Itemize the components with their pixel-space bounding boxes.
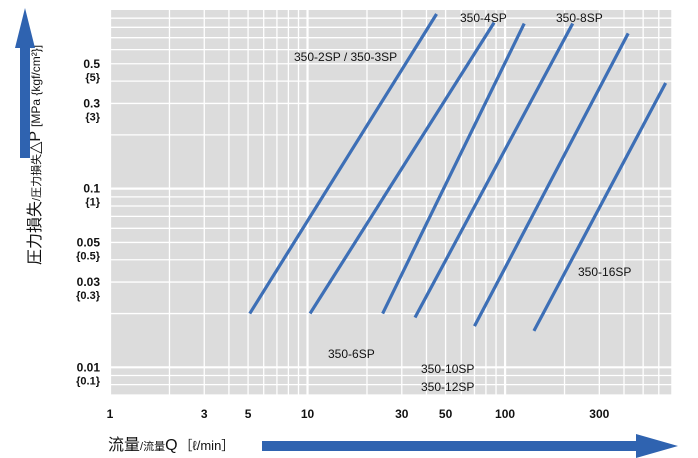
series-line-3: [413, 22, 575, 319]
x-tick-label: 5: [245, 407, 252, 421]
y-tick-sublabel: {0.3}: [76, 290, 101, 302]
series-line-1: [308, 21, 496, 315]
svg-text:圧力損失/圧力損失△P[MPa {kgf/cm²}]: 圧力損失/圧力損失△P [MPa {kgf/cm²}]: [26, 45, 44, 265]
x-tick-label: 3: [201, 407, 208, 421]
y-tick-label: 0.05: [77, 235, 101, 249]
x-tick-label: 300: [589, 407, 609, 421]
series-label-350-10sp-12sp: 350-10SP 350-12SP: [421, 362, 474, 394]
y-tick-label: 0.03: [77, 275, 101, 289]
x-tick-label: 1: [107, 407, 114, 421]
y-axis-title: 圧力損失/圧力損失△P [MPa {kgf/cm²}]: [26, 45, 44, 265]
plot-area: [110, 10, 672, 395]
series-line-0: [248, 13, 438, 315]
y-axis-arrow: [15, 8, 35, 158]
y-tick-label: 0.5: [83, 57, 100, 71]
x-axis-title-unit: ［ℓ/min］: [180, 438, 235, 453]
grid-lines: [108, 10, 673, 396]
y-tick-sublabel: {1}: [85, 197, 100, 209]
series-line-2: [381, 22, 526, 315]
series-label-350-8sp: 350-8SP: [556, 11, 603, 25]
y-tick-sublabel: {0.5}: [76, 250, 101, 262]
y-tick-sublabel: {5}: [85, 72, 100, 84]
y-axis-title-symbol: △P: [27, 131, 44, 154]
y-axis-title-unit: [MPa {kgf/cm²}]: [29, 45, 43, 127]
x-axis-title-symbol: Q: [165, 437, 177, 454]
y-tick-label: 0.01: [77, 360, 101, 374]
y-tick-label: 0.3: [83, 96, 100, 110]
series-line-4: [473, 32, 630, 327]
y-axis-title-sub: /圧力損失: [29, 154, 43, 201]
series-label-350-4sp: 350-4SP: [460, 11, 507, 25]
y-axis-title-main: 圧力損失: [26, 201, 44, 265]
series-label-350-16sp: 350-16SP: [578, 265, 631, 279]
series-line-5: [532, 82, 668, 332]
series-label-350-2sp-3sp: 350-2SP / 350-3SP: [294, 50, 397, 64]
series-label-350-6sp: 350-6SP: [328, 347, 375, 361]
x-axis-arrow: [262, 434, 678, 458]
x-axis-title-main: 流量: [108, 436, 140, 454]
x-tick-label: 30: [395, 407, 409, 421]
y-tick-sublabel: {0.1}: [76, 375, 101, 387]
x-tick-label: 50: [439, 407, 453, 421]
y-tick-sublabel: {3}: [85, 111, 100, 123]
x-axis-title-sub: /流量: [140, 439, 165, 453]
x-axis-title: 流量/流量Q ［ℓ/min］: [108, 436, 234, 454]
y-tick-label: 0.1: [83, 182, 100, 196]
x-tick-label: 10: [301, 407, 315, 421]
x-tick-label: 100: [495, 407, 515, 421]
